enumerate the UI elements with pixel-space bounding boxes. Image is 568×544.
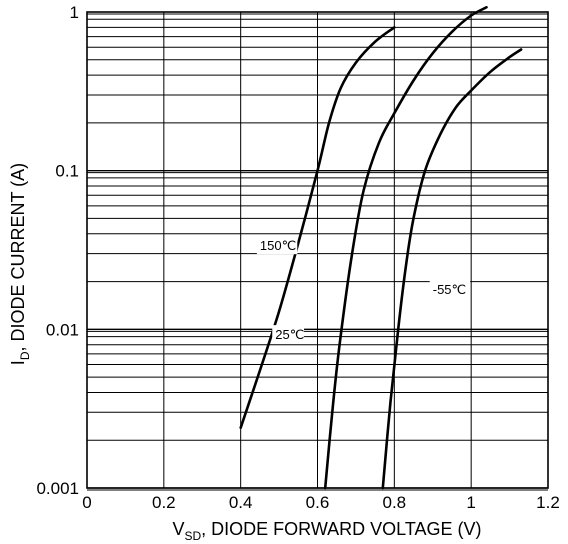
x-tick-label: 0.2 bbox=[152, 493, 176, 512]
series-label-background bbox=[256, 236, 298, 255]
series-group bbox=[239, 6, 523, 490]
series-label: -55℃ bbox=[433, 282, 466, 297]
y-axis-title-suffix: , DIODE CURRENT (A) bbox=[8, 163, 28, 352]
series-label: 25℃ bbox=[275, 327, 304, 342]
annotations: 150℃ 25℃ -55℃ bbox=[256, 236, 471, 344]
series-label: 150℃ bbox=[260, 238, 296, 253]
series-label-group-0: 150℃ bbox=[256, 236, 298, 255]
x-axis-title-prefix: V bbox=[172, 519, 184, 539]
series-line-2 bbox=[381, 48, 523, 490]
y-axis-title-prefix: I bbox=[8, 360, 28, 365]
x-tick-label: 1.2 bbox=[536, 493, 560, 512]
y-tick-labels: 0.001 0.01 0.1 1 bbox=[36, 3, 79, 498]
plot-frame bbox=[86, 11, 549, 489]
x-tick-label: 0.8 bbox=[383, 493, 407, 512]
y-axis-title: ID, DIODE CURRENT (A) bbox=[8, 163, 32, 365]
y-axis-title-subscript: D bbox=[18, 351, 32, 360]
x-axis-title-subscript: SD bbox=[184, 529, 201, 543]
y-tick-label: 0.001 bbox=[36, 479, 79, 498]
series-label-group-1: 25℃ bbox=[272, 325, 305, 344]
series-line-1 bbox=[323, 6, 488, 490]
x-tick-label: 0.4 bbox=[229, 493, 253, 512]
x-tick-label: 0.6 bbox=[306, 493, 330, 512]
x-tick-labels: 0 0.2 0.4 0.6 0.8 1 1.2 bbox=[82, 493, 560, 512]
x-tick-label: 1 bbox=[466, 493, 475, 512]
x-axis-title-suffix: , DIODE FORWARD VOLTAGE (V) bbox=[201, 519, 481, 539]
series-label-group-2: -55℃ bbox=[429, 279, 471, 298]
series-line-0 bbox=[239, 26, 396, 429]
y-tick-label: 0.01 bbox=[46, 320, 79, 339]
x-axis-title: VSD, DIODE FORWARD VOLTAGE (V) bbox=[172, 519, 481, 543]
y-tick-label: 1 bbox=[70, 3, 79, 22]
y-tick-label: 0.1 bbox=[55, 162, 79, 181]
series-label-background bbox=[272, 325, 305, 344]
x-tick-label: 0 bbox=[82, 493, 91, 512]
series-label-background bbox=[429, 279, 471, 298]
